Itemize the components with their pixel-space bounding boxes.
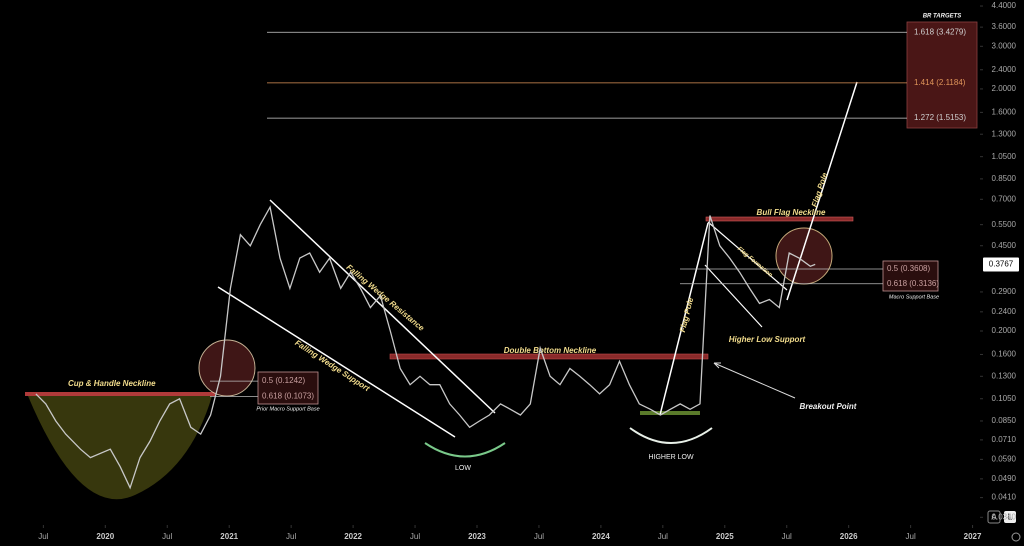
y-tick-label: 4.4000 — [992, 1, 1017, 10]
annotation: Bull Flag Neckline — [757, 208, 826, 217]
wedge-support — [217, 286, 456, 438]
annotation: Cup & Handle Neckline — [68, 379, 156, 388]
x-tick-label: 2025 — [716, 532, 734, 541]
targets-title: BR TARGETS — [923, 14, 962, 20]
breakout-arrow — [713, 362, 796, 399]
y-tick-label: 3.0000 — [992, 41, 1017, 50]
annotation: HIGHER LOW — [648, 454, 694, 461]
level-label: 0.5 (0.3608) — [887, 264, 930, 273]
button[interactable] — [1004, 511, 1016, 523]
y-tick-label: 0.0490 — [992, 474, 1017, 483]
level-label: 1.414 (2.1184) — [914, 78, 966, 87]
y-tick-label: 0.5500 — [992, 220, 1017, 229]
y-tick-label: 0.0850 — [992, 416, 1017, 425]
cup-area — [28, 396, 212, 500]
x-tick-label: Jul — [782, 532, 792, 541]
wedge-resistance — [269, 199, 496, 414]
button[interactable] — [987, 510, 1001, 524]
plot — [25, 21, 978, 500]
y-tick-label: 0.0710 — [992, 435, 1017, 444]
y-tick-label: 1.0500 — [992, 152, 1017, 161]
level-label: 0.618 (0.1073) — [262, 392, 314, 401]
bull-flag-neckline — [705, 216, 854, 222]
y-tick-label: 0.0590 — [992, 454, 1017, 463]
y-tick-label: 0.7000 — [992, 194, 1017, 203]
level-label: 0.5 (0.1242) — [262, 376, 305, 385]
x-tick-label: 2021 — [220, 532, 238, 541]
button-label[interactable]: A — [991, 513, 997, 522]
x-tick-label: 2023 — [468, 532, 486, 541]
x-tick-label: Jul — [38, 532, 48, 541]
settings-icon[interactable] — [1011, 532, 1021, 542]
higher-low-arc — [629, 427, 713, 444]
annotation: LOW — [455, 465, 471, 472]
x-tick-label: Jul — [286, 532, 296, 541]
low-arc — [424, 442, 506, 458]
annotation: Double Bottom Neckline — [504, 346, 597, 355]
macro-box — [882, 260, 939, 292]
y-tick-label: 0.8500 — [992, 174, 1017, 183]
y-tick-label: 0.1600 — [992, 350, 1017, 359]
y-tick-label: 2.0000 — [992, 84, 1017, 93]
annotation: Higher Low Support — [729, 335, 806, 344]
level-label: 0.618 (0.3136) — [887, 279, 939, 288]
y-tick-label: 0.2400 — [992, 307, 1017, 316]
y-tick-label: 0.2900 — [992, 287, 1017, 296]
y-tick-label: 0.0340 — [992, 512, 1017, 521]
support-band — [640, 411, 700, 415]
x-tick-label: 2027 — [964, 532, 982, 541]
x-tick-label: 2020 — [96, 532, 114, 541]
y-tick-label: 2.4000 — [992, 65, 1017, 74]
flag-line — [704, 264, 763, 328]
x-tick-label: Jul — [906, 532, 916, 541]
x-tick-label: 2026 — [840, 532, 858, 541]
x-tick-label: Jul — [534, 532, 544, 541]
level-label: 1.618 (3.4279) — [914, 27, 966, 36]
cup-neckline — [25, 392, 215, 396]
y-tick-label: 0.2000 — [992, 326, 1017, 335]
flag-line — [707, 221, 788, 291]
annotation: Prior Macro Support Base — [256, 406, 319, 412]
y-tick-label: 0.1050 — [992, 394, 1017, 403]
retest-circle — [775, 227, 833, 285]
x-tick-label: Jul — [162, 532, 172, 541]
price-line — [35, 205, 816, 490]
x-tick-label: Jul — [410, 532, 420, 541]
annotation: Breakout Point — [800, 402, 857, 411]
level-label: 1.272 (1.5153) — [914, 113, 966, 122]
last-price: 0.3767 — [989, 260, 1014, 269]
price-tag-bg — [983, 257, 1019, 272]
x-tick-label: 2024 — [592, 532, 610, 541]
y-tick-label: 1.6000 — [992, 107, 1017, 116]
x-tick-label: Jul — [658, 532, 668, 541]
y-tick-label: 1.3000 — [992, 129, 1017, 138]
annotation: Macro Support Base — [889, 294, 939, 300]
arrow-head — [713, 362, 721, 369]
double-bottom-neckline — [389, 353, 709, 360]
targets-box — [906, 21, 978, 129]
prior-box — [257, 371, 319, 405]
button-label[interactable]: L — [1008, 513, 1013, 522]
breakout-circle — [198, 339, 256, 397]
y-tick-label: 0.1300 — [992, 371, 1017, 380]
y-tick-label: 0.4500 — [992, 241, 1017, 250]
x-tick-label: 2022 — [344, 532, 362, 541]
y-tick-label: 3.6000 — [992, 22, 1017, 31]
y-tick-label: 0.0410 — [992, 493, 1017, 502]
flag-pole-line — [659, 222, 709, 416]
